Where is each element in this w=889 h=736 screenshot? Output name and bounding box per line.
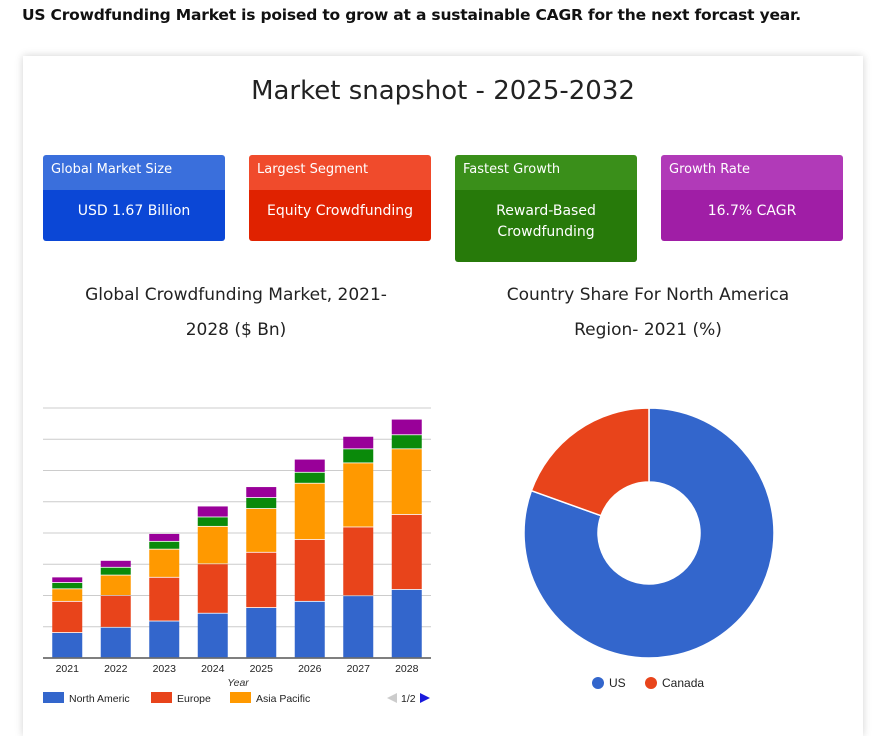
bar-segment-europe[interactable] xyxy=(197,564,228,613)
bar-segment-north-americ[interactable] xyxy=(294,601,325,658)
bar-segment-asia-pacific[interactable] xyxy=(343,463,374,527)
snapshot-title: Market snapshot - 2025-2032 xyxy=(251,76,635,106)
pager-next-icon[interactable] xyxy=(420,693,430,703)
bar-segment-series-3[interactable] xyxy=(246,498,277,509)
donut-slice-us[interactable] xyxy=(523,407,775,659)
bar-segment-north-americ[interactable] xyxy=(197,613,228,658)
bar-segment-series-3[interactable] xyxy=(197,517,228,526)
bar-chart-legend: North Americ Europe Asia Pacific xyxy=(43,692,310,705)
legend-item[interactable]: Europe xyxy=(151,692,211,705)
kpi-label: Global Market Size xyxy=(43,155,225,190)
page-headline: US Crowdfunding Market is poised to grow… xyxy=(22,6,801,24)
x-tick-label: 2025 xyxy=(250,663,274,675)
pager-prev-icon[interactable] xyxy=(387,693,397,703)
bar-segment-series-3[interactable] xyxy=(343,449,374,463)
pie-chart-title-line2: Region- 2021 (%) xyxy=(574,320,722,340)
bar-segment-north-americ[interactable] xyxy=(391,589,422,658)
bar-chart-title: Global Crowdfunding Market, 2021- 2028 (… xyxy=(43,278,429,348)
x-tick-label: 2023 xyxy=(153,663,177,675)
legend-label: Europe xyxy=(177,693,211,705)
kpi-label: Fastest Growth xyxy=(455,155,637,190)
kpi-label: Largest Segment xyxy=(249,155,431,190)
legend-swatch xyxy=(151,692,172,703)
bar-chart-title-line1: Global Crowdfunding Market, 2021- xyxy=(85,285,387,305)
kpi-value: 16.7% CAGR xyxy=(661,190,843,241)
bar-segment-europe[interactable] xyxy=(343,527,374,596)
bar-segment-europe[interactable] xyxy=(100,595,131,627)
bar-segment-series-4[interactable] xyxy=(197,506,228,517)
bar-segment-series-3[interactable] xyxy=(52,583,83,589)
legend-label: North Americ xyxy=(69,693,130,705)
bar-segment-europe[interactable] xyxy=(246,552,277,608)
bar-segment-series-4[interactable] xyxy=(52,577,83,583)
kpi-value: USD 1.67 Billion xyxy=(43,190,225,241)
legend-item[interactable]: US xyxy=(592,676,626,690)
bar-chart-title-line2: 2028 ($ Bn) xyxy=(185,320,287,340)
kpi-value: Reward-Based Crowdfunding xyxy=(455,190,637,262)
x-tick-label: 2027 xyxy=(347,663,371,675)
kpi-growth-rate: Growth Rate 16.7% CAGR xyxy=(661,155,843,241)
x-tick-label: 2021 xyxy=(56,663,80,675)
legend-item[interactable]: Canada xyxy=(645,676,704,690)
bar-chart-x-label: Year xyxy=(227,677,249,689)
bar-segment-asia-pacific[interactable] xyxy=(197,526,228,564)
bar-segment-series-4[interactable] xyxy=(149,533,180,541)
bar-segment-asia-pacific[interactable] xyxy=(52,589,83,601)
bar-segment-asia-pacific[interactable] xyxy=(246,508,277,552)
bar-segment-asia-pacific[interactable] xyxy=(391,449,422,515)
pager-label: 1/2 xyxy=(401,693,416,705)
pie-chart-title-line1: Country Share For North America xyxy=(506,285,790,305)
legend-label: Asia Pacific xyxy=(256,693,310,705)
legend-item[interactable]: Asia Pacific xyxy=(230,692,310,705)
legend-label: Canada xyxy=(662,676,704,690)
bar-segment-europe[interactable] xyxy=(294,539,325,601)
x-tick-label: 2028 xyxy=(395,663,419,675)
bar-segment-north-americ[interactable] xyxy=(343,596,374,658)
legend-pager[interactable]: 1/2 xyxy=(387,693,430,705)
bar-segment-series-4[interactable] xyxy=(100,560,131,567)
bar-segment-series-3[interactable] xyxy=(100,567,131,575)
bar-segment-series-3[interactable] xyxy=(294,472,325,483)
x-tick-label: 2026 xyxy=(298,663,322,675)
donut-legend: US Canada xyxy=(592,676,704,690)
bar-segment-north-americ[interactable] xyxy=(100,627,131,658)
donut-chart: US Canada xyxy=(523,407,775,690)
kpi-fastest-growth: Fastest Growth Reward-Based Crowdfunding xyxy=(455,155,637,262)
donut-slice-canada[interactable] xyxy=(530,407,650,517)
bar-segment-series-4[interactable] xyxy=(391,419,422,435)
bar-segment-europe[interactable] xyxy=(391,514,422,590)
bar-segment-europe[interactable] xyxy=(52,601,83,633)
stacked-bar-chart: 2021 2022 2023 2024 2025 2026 2027 2028 Year No… xyxy=(43,407,431,705)
bar-segment-north-americ[interactable] xyxy=(246,608,277,658)
bar-segment-asia-pacific[interactable] xyxy=(100,575,131,596)
bar-segment-asia-pacific[interactable] xyxy=(149,549,180,577)
x-tick-label: 2022 xyxy=(104,663,128,675)
kpi-label: Growth Rate xyxy=(661,155,843,190)
bar-segment-series-4[interactable] xyxy=(294,459,325,472)
legend-swatch xyxy=(645,677,657,689)
donut-slices xyxy=(523,407,775,659)
bar-chart-bars xyxy=(52,419,422,658)
bar-segment-series-3[interactable] xyxy=(391,435,422,449)
pie-chart-title: Country Share For North America Region- … xyxy=(453,278,843,348)
legend-label: US xyxy=(609,676,626,690)
legend-item[interactable]: North Americ xyxy=(43,692,130,705)
bar-segment-north-americ[interactable] xyxy=(149,621,180,658)
legend-swatch xyxy=(230,692,251,703)
kpi-value: Equity Crowdfunding xyxy=(249,190,431,241)
legend-swatch xyxy=(592,677,604,689)
kpi-global-market-size: Global Market Size USD 1.67 Billion xyxy=(43,155,225,241)
bar-segment-north-americ[interactable] xyxy=(52,633,83,658)
x-tick-label: 2024 xyxy=(201,663,225,675)
kpi-largest-segment: Largest Segment Equity Crowdfunding xyxy=(249,155,431,241)
bar-segment-series-4[interactable] xyxy=(343,436,374,449)
bar-segment-series-4[interactable] xyxy=(246,487,277,498)
bar-segment-series-3[interactable] xyxy=(149,541,180,549)
bar-segment-asia-pacific[interactable] xyxy=(294,483,325,540)
legend-swatch xyxy=(43,692,64,703)
bar-segment-europe[interactable] xyxy=(149,577,180,621)
bar-chart-x-ticks: 2021 2022 2023 2024 2025 2026 2027 2028 xyxy=(56,663,419,675)
